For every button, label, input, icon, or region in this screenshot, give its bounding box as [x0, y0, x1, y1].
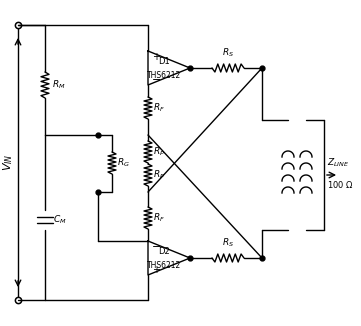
Text: $R_P$: $R_P$: [153, 169, 165, 181]
Text: −: −: [152, 242, 161, 252]
Text: 100 $\Omega$: 100 $\Omega$: [327, 179, 354, 190]
Text: +: +: [152, 52, 160, 62]
Text: $R_F$: $R_F$: [153, 102, 165, 114]
Text: $R_S$: $R_S$: [222, 47, 234, 59]
Text: $R_P$: $R_P$: [153, 146, 165, 158]
Text: $R_G$: $R_G$: [117, 157, 130, 169]
Text: $R_S$: $R_S$: [222, 236, 234, 249]
Text: D1: D1: [158, 57, 170, 66]
Text: $Z_{LINE}$: $Z_{LINE}$: [327, 156, 349, 169]
Text: THS6212: THS6212: [147, 261, 181, 270]
Text: $R_M$: $R_M$: [52, 79, 66, 91]
Text: D2: D2: [158, 247, 170, 256]
Text: −: −: [152, 75, 161, 85]
Text: $C_M$: $C_M$: [53, 214, 67, 226]
Text: THS6212: THS6212: [147, 71, 181, 80]
Text: +: +: [152, 265, 160, 275]
Text: $R_F$: $R_F$: [153, 212, 165, 224]
Text: $V_{IN}$: $V_{IN}$: [1, 154, 15, 171]
